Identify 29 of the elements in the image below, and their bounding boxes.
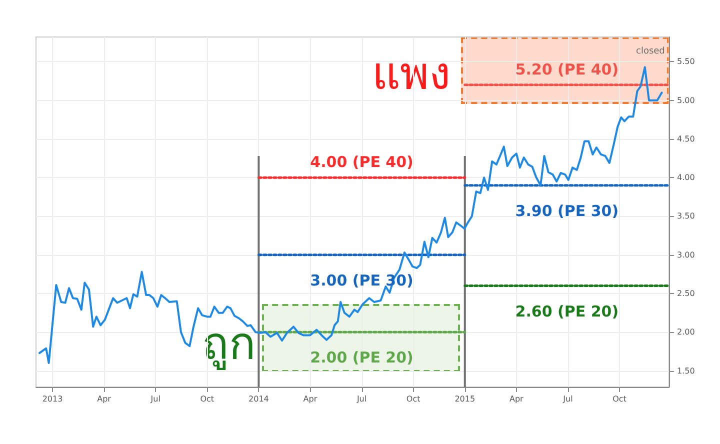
y-tick-label: 3.50	[677, 212, 695, 221]
y-tick-label: 1.50	[677, 366, 695, 376]
x-tick-label: Oct	[612, 394, 626, 404]
y-tick-label: 2.50	[677, 289, 695, 298]
series-label: 3.90 (PE 30)	[515, 202, 619, 220]
y-tick-label: 2.00	[677, 328, 695, 337]
x-tick-label: Jul	[562, 394, 573, 404]
x-tick-label: Oct	[200, 394, 214, 404]
x-tick-label: 2013	[42, 394, 63, 404]
series-label: 4.00 (PE 40)	[310, 153, 414, 172]
y-tick-label: 4.50	[677, 134, 695, 144]
y-tick-label: 4.00	[677, 173, 695, 182]
series-label: 2.60 (PE 20)	[515, 302, 619, 320]
annotation: ถูก	[202, 318, 256, 370]
x-tick-label: Jul	[150, 394, 160, 404]
x-tick-label: 2014	[248, 394, 269, 404]
y-tick-label: 5.50	[677, 57, 695, 66]
x-tick-label: 2015	[454, 394, 476, 404]
y-tick-label: 5.00	[677, 96, 695, 105]
x-tick-label: Apr	[303, 394, 318, 404]
annotation: แพง	[372, 48, 450, 100]
x-tick-label: Jul	[356, 394, 367, 404]
x-tick-label: Apr	[510, 394, 524, 404]
y-tick-label: 3.00	[677, 250, 695, 260]
annotation: closed	[636, 46, 665, 56]
x-tick-label: Oct	[406, 394, 420, 404]
series-label: 2.00 (PE 20)	[310, 348, 414, 367]
x-tick-label: Apr	[97, 394, 112, 404]
series-label: 5.20 (PE 40)	[515, 60, 619, 78]
